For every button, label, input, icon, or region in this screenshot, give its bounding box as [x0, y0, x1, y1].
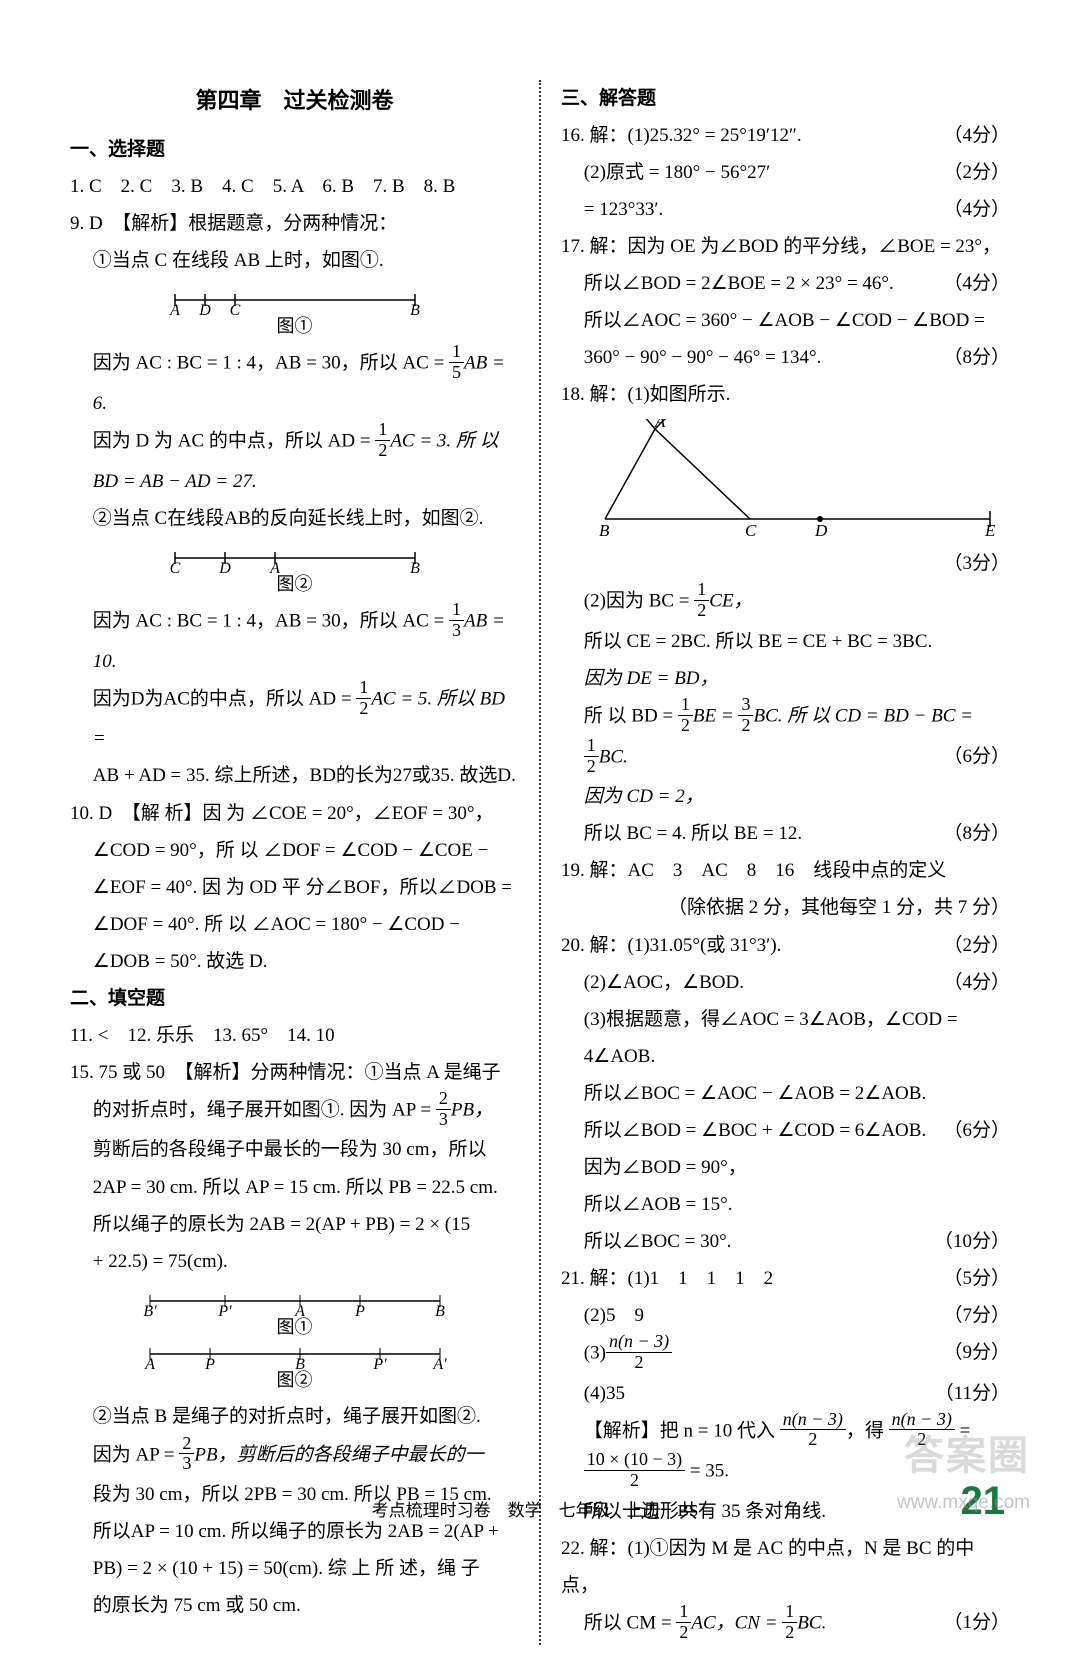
svg-text:A: A	[169, 302, 180, 315]
left-column: 第四章 过关检测卷 一、选择题 1. C 2. C 3. B 4. C 5. A…	[70, 80, 529, 1645]
q20-2: (2)∠AOC，∠BOD.（4分）	[561, 964, 1010, 1001]
q20-5: 所以∠BOD = ∠BOC + ∠COD = 6∠AOB.（6分）	[561, 1112, 1010, 1149]
q17-1: 17. 解：因为 OE 为∠BOD 的平分线，∠BOE = 23°，	[561, 228, 1010, 265]
q16-1: 16. 解：(1)25.32° = 25°19′12″.（4分）	[561, 117, 1010, 154]
svg-text:B: B	[599, 521, 610, 539]
q20-1: 20. 解：(1)31.05°(或 31°3′).（2分）	[561, 927, 1010, 964]
right-column: 三、解答题 16. 解：(1)25.32° = 25°19′12″.（4分） (…	[551, 80, 1010, 1645]
svg-text:E: E	[984, 521, 996, 539]
figure-1: A D C B 图①	[70, 285, 519, 338]
svg-text:P': P'	[217, 1303, 232, 1316]
q18-score3: （3分）	[561, 545, 1010, 582]
q9-c: 因为 D 为 AC 的中点，所以 AD = 12AC = 3. 所 以	[70, 422, 519, 463]
q15-3: 剪断后的各段绳子中最长的一段为 30 cm，所以	[70, 1131, 519, 1168]
section-choice: 一、选择题	[70, 131, 519, 168]
q9-e: ②当点 C在线段AB的反向延长线上时，如图②.	[70, 500, 519, 537]
q18-3: 所以 CE = 2BC. 所以 BE = CE + BC = 3BC.	[561, 623, 1010, 660]
q17-2: 所以∠BOD = 2∠BOE = 2 × 23° = 46°.（4分）	[561, 265, 1010, 302]
svg-text:B: B	[410, 560, 420, 573]
q9-head: 9. D 【解析】根据题意，分两种情况：	[70, 205, 519, 242]
q17-4: 360° − 90° − 90° − 46° = 134°.（8分）	[561, 339, 1010, 376]
q9-h: AB + AD = 35. 综上所述，BD的长为27或35. 故选D.	[70, 757, 519, 794]
q18-8: 所以 BC = 4. 所以 BE = 12.（8分）	[561, 815, 1010, 852]
choice-answers: 1. C 2. C 3. B 4. C 5. A 6. B 7. B 8. B	[70, 168, 519, 205]
q10-3: ∠EOF = 40°. 因 为 OD 平 分∠BOF，所以∠DOB =	[70, 869, 519, 906]
q20-4: 所以∠BOC = ∠AOC − ∠AOB = 2∠AOB.	[561, 1075, 1010, 1112]
svg-text:P: P	[204, 1356, 215, 1369]
q16-2: (2)原式 = 180° − 56°27′（2分）	[561, 154, 1010, 191]
q15-1: 15. 75 或 50 【解析】分两种情况：①当点 A 是绳子	[70, 1054, 519, 1091]
q22-2: 所以 CM = 12AC，CN = 12BC.（1分）	[561, 1604, 1010, 1645]
svg-text:B: B	[295, 1356, 305, 1369]
svg-text:A: A	[144, 1356, 155, 1369]
svg-text:P: P	[354, 1303, 365, 1316]
q10-4: ∠DOF = 40°. 所 以 ∠AOC = 180° − ∠COD −	[70, 906, 519, 943]
svg-text:B': B'	[143, 1303, 157, 1316]
q18-1: 18. 解：(1)如图所示.	[561, 376, 1010, 413]
q20-7: 所以∠AOB = 15°.	[561, 1186, 1010, 1223]
q9-g: 因为D为AC的中点，所以 AD = 12AC = 5. 所以 BD =	[70, 680, 519, 758]
column-divider	[539, 80, 541, 1645]
svg-text:C: C	[745, 521, 757, 539]
svg-text:P': P'	[372, 1356, 387, 1369]
q15-2: 的对折点时，绳子展开如图①. 因为 AP = 23PB，	[70, 1091, 519, 1132]
q15-4: 2AP = 30 cm. 所以 AP = 15 cm. 所以 PB = 22.5…	[70, 1169, 519, 1206]
q18-4: 因为 DE = BD，	[561, 660, 1010, 697]
watermark: 答案圈	[904, 1423, 1030, 1481]
svg-text:A: A	[269, 560, 280, 573]
q18-7: 因为 CD = 2，	[561, 778, 1010, 815]
svg-text:A: A	[654, 419, 666, 431]
q20-8: 所以∠BOC = 30°.（10分）	[561, 1223, 1010, 1260]
q10-1: 10. D 【解 析】因 为 ∠COE = 20°，∠EOF = 30°，	[70, 795, 519, 832]
q10-2: ∠COD = 90°，所 以 ∠DOF = ∠COD − ∠COE −	[70, 832, 519, 869]
svg-text:A: A	[294, 1303, 305, 1316]
q15-6: + 22.5) = 75(cm).	[70, 1243, 519, 1280]
q21-3: (3)n(n − 3)2（9分）	[561, 1334, 1010, 1375]
q20-6: 因为∠BOD = 90°，	[561, 1149, 1010, 1186]
svg-text:C: C	[229, 302, 240, 315]
q9-d: BD = AB − AD = 27.	[70, 463, 519, 500]
q15-5: 所以绳子的原长为 2AB = 2(AP + PB) = 2 × (15	[70, 1206, 519, 1243]
q17-3: 所以∠AOC = 360° − ∠AOB − ∠COD − ∠BOD =	[561, 302, 1010, 339]
q16-3: = 123°33′.（4分）	[561, 191, 1010, 228]
q21-2: (2)5 9（7分）	[561, 1297, 1010, 1334]
chapter-title: 第四章 过关检测卷	[70, 80, 519, 123]
section-answer: 三、解答题	[561, 80, 1010, 117]
q18-6: 12BC.（6分）	[561, 738, 1010, 779]
q15-11: PB) = 2 × (10 + 15) = 50(cm). 综 上 所 述，绳 …	[70, 1550, 519, 1587]
q19-2: （除依据 2 分，其他每空 1 分，共 7 分）	[561, 889, 1010, 926]
q19-1: 19. 解：AC 3 AC 8 16 线段中点的定义	[561, 852, 1010, 889]
svg-text:D: D	[218, 560, 231, 573]
q9-f: 因为 AC : BC = 1 : 4，AB = 30，所以 AC = 13AB …	[70, 602, 519, 680]
q15-12: 的原长为 75 cm 或 50 cm.	[70, 1587, 519, 1624]
q9-b: 因为 AC : BC = 1 : 4，AB = 30，所以 AC = 15AB …	[70, 344, 519, 422]
svg-text:B: B	[435, 1303, 445, 1316]
q9-a: ①当点 C 在线段 AB 上时，如图①.	[70, 242, 519, 279]
svg-text:C: C	[169, 560, 180, 573]
svg-text:D: D	[198, 302, 211, 315]
fill-answers: 11. < 12. 乐乐 13. 65° 14. 10	[70, 1017, 519, 1054]
q18-2: (2)因为 BC = 12CE，	[561, 582, 1010, 623]
q21-1: 21. 解：(1)1 1 1 1 2（5分）	[561, 1260, 1010, 1297]
svg-text:B: B	[410, 302, 420, 315]
q21-4: (4)35（11分）	[561, 1375, 1010, 1412]
q15-7: ②当点 B 是绳子的对折点时，绳子展开如图②.	[70, 1398, 519, 1435]
q10-5: ∠DOB = 50°. 故选 D.	[70, 943, 519, 980]
figure-2: C D A B 图②	[70, 543, 519, 596]
triangle-figure: A B C D E	[580, 419, 1010, 539]
q15-8: 因为 AP = 23PB，剪断后的各段绳子中最长的一	[70, 1436, 519, 1477]
figure-3: B' P' A P B 图① A P B P' A' 图②	[70, 1286, 519, 1393]
svg-text:A': A'	[432, 1356, 447, 1369]
q22-1: 22. 解：(1)①因为 M 是 AC 的中点，N 是 BC 的中点，	[561, 1530, 1010, 1604]
q18-5: 所 以 BD = 12BE = 32BC. 所 以 CD = BD − BC =	[561, 697, 1010, 738]
section-fill: 二、填空题	[70, 980, 519, 1017]
svg-text:D: D	[814, 521, 828, 539]
source-url: www.mxqe.com	[897, 1492, 1030, 1514]
q20-3: (3)根据题意，得∠AOC = 3∠AOB，∠COD = 4∠AOB.	[561, 1001, 1010, 1075]
